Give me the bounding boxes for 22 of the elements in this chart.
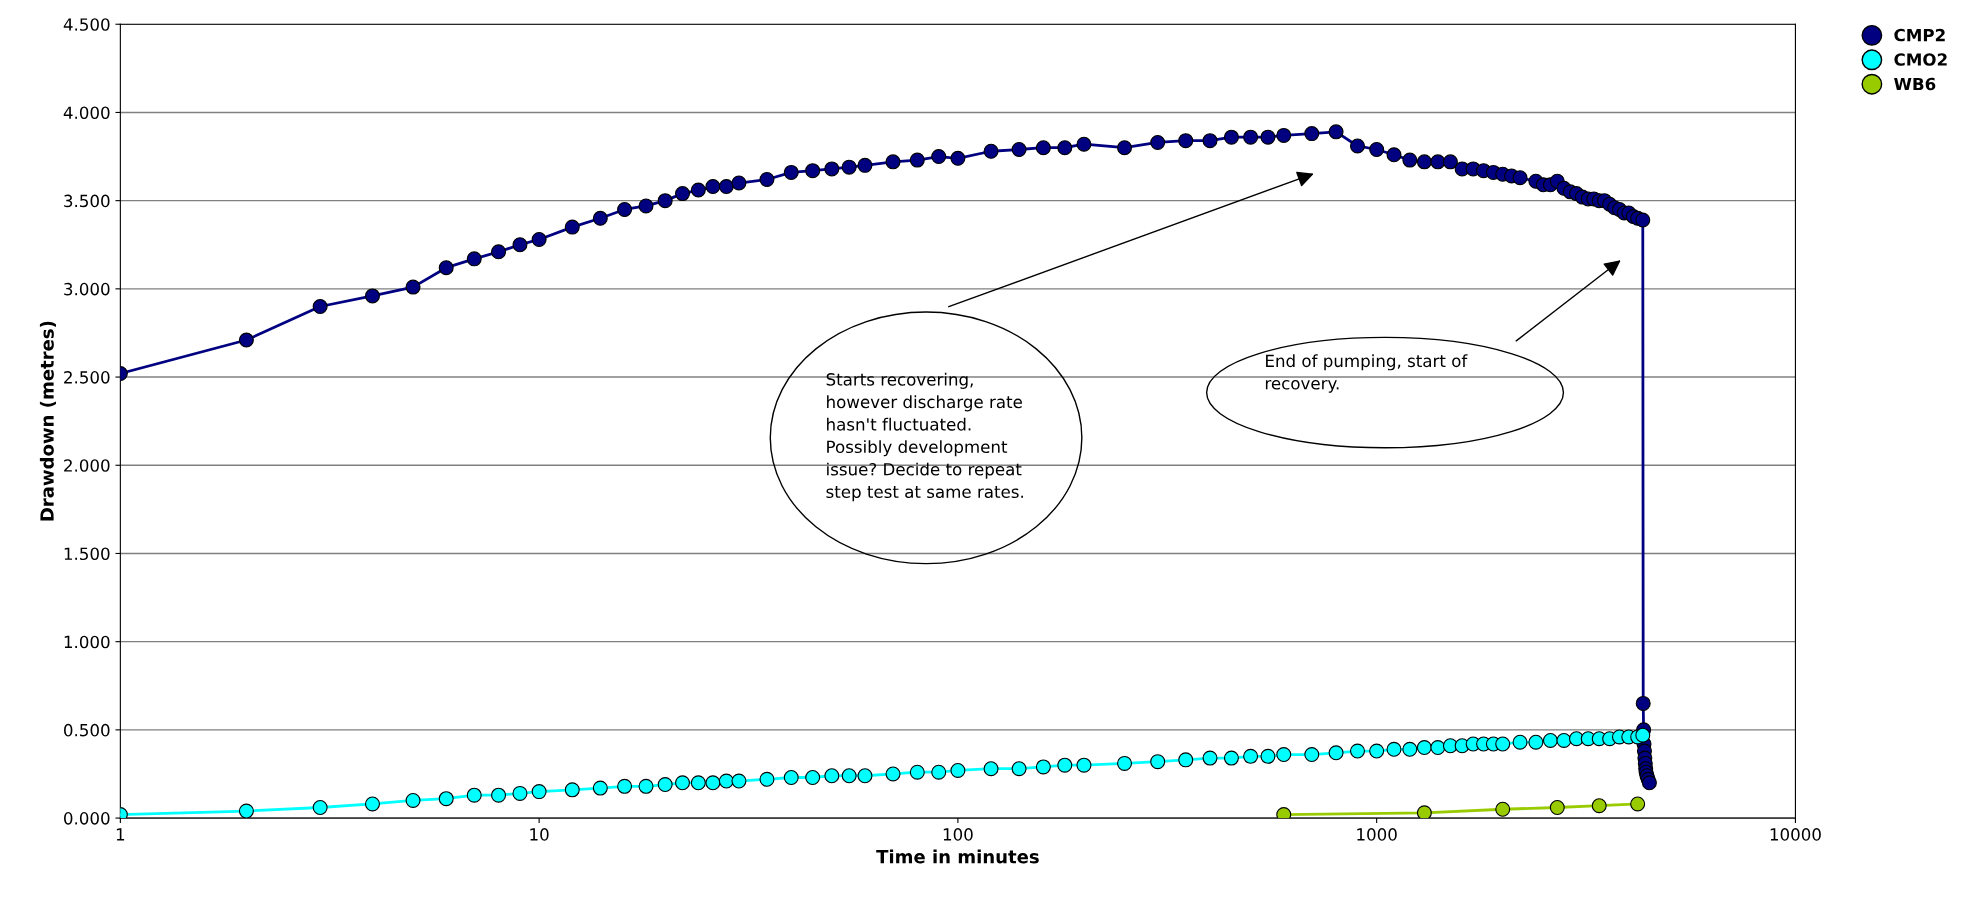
annotation: Starts recovering, however discharge rate hasn't fluctuated. Possibly development issue? Decide to repeat step test at same rates. bbox=[826, 372, 1023, 502]
x-tick-label: 1000 bbox=[1357, 828, 1397, 841]
x-tick-label: 10000 bbox=[1770, 828, 1821, 841]
y-tick-label: 3.500 bbox=[64, 194, 110, 208]
y-tick-label: 2.000 bbox=[64, 459, 110, 472]
legend-label: CMP2 bbox=[1894, 28, 1945, 42]
legend-label: CMO2 bbox=[1894, 53, 1947, 66]
y-tick-label: 1.500 bbox=[64, 547, 110, 561]
y-tick-label: 3.000 bbox=[64, 282, 110, 296]
y-tick-label: 0.000 bbox=[64, 812, 110, 825]
legend-label: WB6 bbox=[1894, 77, 1936, 91]
y-tick-label: 4.500 bbox=[63, 18, 110, 31]
x-tick-label: 10 bbox=[530, 828, 549, 841]
y-tick-label: 4.000 bbox=[63, 106, 110, 120]
y-tick-label: 0.500 bbox=[64, 723, 110, 737]
x-tick-label: 1 bbox=[116, 828, 125, 841]
y-axis-title: Drawdown (metres) bbox=[39, 321, 56, 521]
y-tick-label: 2.500 bbox=[64, 371, 110, 384]
x-tick-label: 100 bbox=[943, 828, 973, 841]
annotation: End of pumping, start of recovery. bbox=[1265, 354, 1468, 393]
y-tick-label: 1.000 bbox=[64, 635, 110, 649]
x-axis-title: Time in minutes bbox=[876, 849, 1039, 864]
